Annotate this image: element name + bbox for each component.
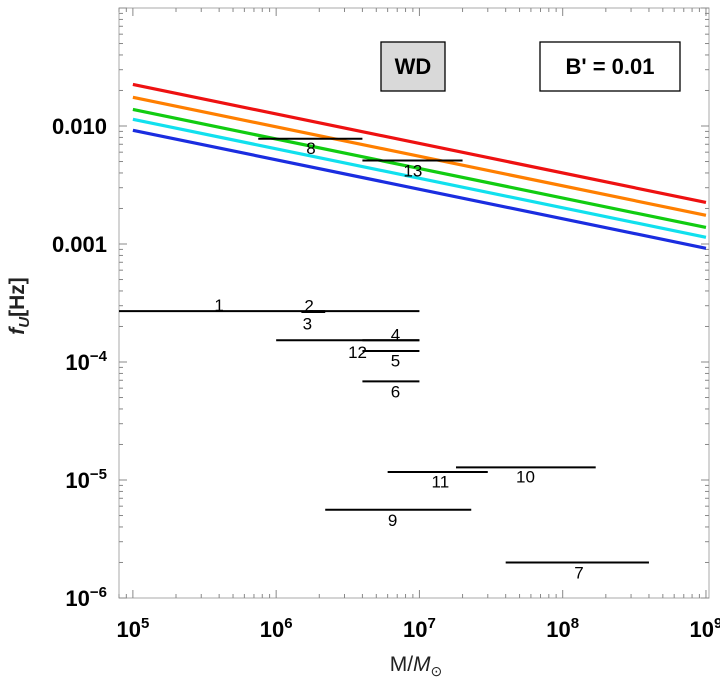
range-label-7: 7 — [574, 563, 583, 582]
x-tick-label: 107 — [403, 615, 436, 642]
x-tick-label: 108 — [546, 615, 579, 642]
y-tick-label: 10−5 — [65, 466, 107, 493]
series-line-red — [132, 82, 707, 205]
axis-ticks — [118, 7, 709, 599]
x-tick-label: 106 — [260, 615, 293, 642]
y-tick-label: 10−4 — [65, 348, 107, 375]
range-label-6: 6 — [391, 382, 400, 401]
range-label-5: 5 — [391, 351, 400, 370]
range-label-8: 8 — [306, 139, 315, 158]
series-line-cyan — [132, 117, 707, 239]
plot-frame — [118, 7, 710, 599]
wd-box: WD — [380, 41, 446, 92]
x-tick-label: 109 — [690, 615, 720, 642]
series-lines — [132, 82, 707, 250]
series-line-orange — [132, 95, 707, 217]
bprime-box: B' = 0.01 — [539, 41, 681, 92]
range-label-11: 11 — [432, 473, 450, 492]
range-label-1: 1 — [214, 296, 223, 315]
range-label-2: 2 — [304, 297, 313, 316]
range-label-10: 10 — [516, 468, 535, 487]
x-tick-label: 105 — [116, 615, 149, 642]
series-line-green — [132, 107, 707, 230]
y-tick-label: 0.001 — [52, 232, 107, 257]
bprime-label: B' = 0.01 — [565, 54, 654, 79]
range-label-12: 12 — [348, 343, 367, 362]
range-label-13: 13 — [403, 161, 422, 180]
y-axis-title: fU[Hz] — [6, 277, 33, 335]
y-tick-label: 10−6 — [65, 584, 107, 611]
range-label-9: 9 — [388, 511, 397, 530]
series-line-blue — [132, 128, 707, 250]
x-axis-title: M/M⊙ — [390, 653, 443, 679]
range-label-3: 3 — [303, 314, 312, 333]
range-label-4: 4 — [391, 326, 400, 345]
wd-label: WD — [395, 54, 432, 79]
y-tick-label: 0.010 — [52, 114, 107, 139]
